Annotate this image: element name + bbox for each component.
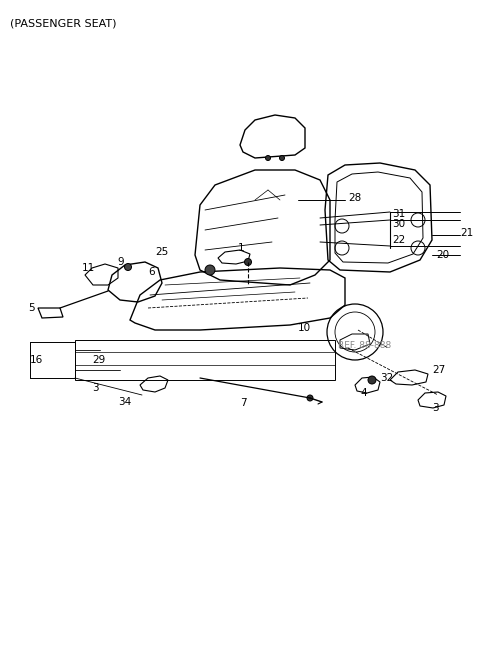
Text: 25: 25 <box>155 247 168 257</box>
Text: 22: 22 <box>392 235 405 245</box>
Circle shape <box>244 258 252 266</box>
Text: 1: 1 <box>238 243 245 253</box>
Text: 3: 3 <box>92 383 98 393</box>
Text: 4: 4 <box>360 388 367 398</box>
Text: 3: 3 <box>432 403 439 413</box>
Circle shape <box>368 376 376 384</box>
Circle shape <box>265 155 271 161</box>
Circle shape <box>279 155 285 161</box>
Text: 11: 11 <box>82 263 95 273</box>
Text: 16: 16 <box>30 355 43 365</box>
Text: 28: 28 <box>348 193 361 203</box>
Text: 9: 9 <box>117 257 124 267</box>
Circle shape <box>124 264 132 270</box>
Text: 20: 20 <box>436 250 449 260</box>
Circle shape <box>205 265 215 275</box>
Text: 34: 34 <box>118 397 131 407</box>
Text: 6: 6 <box>148 267 155 277</box>
Text: 31: 31 <box>392 209 405 219</box>
Text: 32: 32 <box>380 373 393 383</box>
Text: REF. 88-888: REF. 88-888 <box>338 340 391 350</box>
Text: 21: 21 <box>460 228 473 238</box>
Text: 5: 5 <box>28 303 35 313</box>
Text: 7: 7 <box>240 398 247 408</box>
Circle shape <box>307 395 313 401</box>
Text: 27: 27 <box>432 365 445 375</box>
Text: 10: 10 <box>298 323 311 333</box>
Text: (PASSENGER SEAT): (PASSENGER SEAT) <box>10 18 117 28</box>
Text: 29: 29 <box>92 355 105 365</box>
Text: 30: 30 <box>392 219 405 229</box>
